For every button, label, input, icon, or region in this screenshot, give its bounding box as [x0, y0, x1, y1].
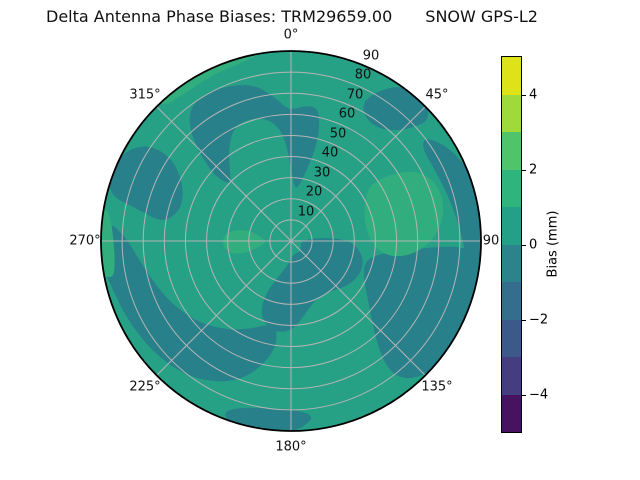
r-tick-label-70: 70 — [346, 87, 364, 103]
colorbar-tickmark-2 — [522, 169, 526, 171]
r-tick-label-60: 60 — [338, 106, 356, 122]
colorbar-bin-2 — [502, 132, 521, 170]
region-dark-bottom-left-crescent — [101, 225, 277, 382]
colorbar-ticklabel--2: −2 — [529, 312, 549, 327]
region-dark-right-edge-strip — [423, 139, 481, 274]
colorbar-bin-8 — [502, 357, 521, 395]
chart-title: Delta Antenna Phase Biases: TRM29659.00 S… — [46, 7, 538, 26]
colorbar-tickmark-4 — [522, 94, 526, 96]
colorbar-ticklabel--4: −4 — [529, 387, 549, 402]
colorbar-bin-5 — [502, 244, 521, 282]
r-tick-label-90: 90 — [362, 48, 380, 64]
theta-tick-label-270: 270° — [69, 233, 101, 249]
colorbar — [501, 56, 522, 433]
colorbar-bin-0 — [502, 57, 521, 95]
colorbar-ticklabel-2: 2 — [529, 162, 538, 177]
region-dark-central-blob — [261, 238, 363, 332]
r-tick-label-30: 30 — [313, 165, 331, 181]
colorbar-ticklabel-0: 0 — [529, 237, 538, 252]
region-light-top-left-edge-sliver — [160, 51, 265, 105]
chart-title-right: SNOW GPS-L2 — [425, 7, 538, 26]
region-light-right-band — [364, 171, 444, 257]
r-tick-label-40: 40 — [321, 145, 339, 161]
colorbar-bin-3 — [502, 169, 521, 207]
region-light-left-edge-sliver — [101, 207, 115, 278]
theta-tick-label-45: 45° — [425, 87, 449, 103]
r-tick-label-20: 20 — [305, 184, 323, 200]
chart-title-left: Delta Antenna Phase Biases: TRM29659.00 — [46, 7, 393, 26]
r-tick-label-10: 10 — [297, 204, 315, 220]
theta-tick-label-0: 0° — [283, 27, 299, 43]
colorbar-tickmark--4 — [522, 394, 526, 396]
colorbar-bin-1 — [502, 94, 521, 132]
theta-tick-label-315: 315° — [129, 87, 161, 103]
theta-tick-label-135: 135° — [421, 379, 453, 395]
theta-tick-label-225: 225° — [129, 379, 161, 395]
region-light-inner-left-blob — [222, 230, 265, 254]
r-tick-label-50: 50 — [329, 126, 347, 142]
r-tick-label-80: 80 — [354, 67, 372, 83]
colorbar-bin-7 — [502, 319, 521, 357]
colorbar-bin-6 — [502, 282, 521, 320]
colorbar-bin-4 — [502, 207, 521, 245]
colorbar-label: Bias (mm) — [545, 210, 561, 278]
colorbar-bin-9 — [502, 394, 521, 432]
colorbar-ticklabel-4: 4 — [529, 87, 538, 102]
theta-tick-label-90: 90 — [482, 233, 500, 249]
colorbar-tickmark--2 — [522, 319, 526, 321]
theta-tick-label-180: 180° — [275, 439, 307, 455]
colorbar-tickmark-0 — [522, 244, 526, 246]
